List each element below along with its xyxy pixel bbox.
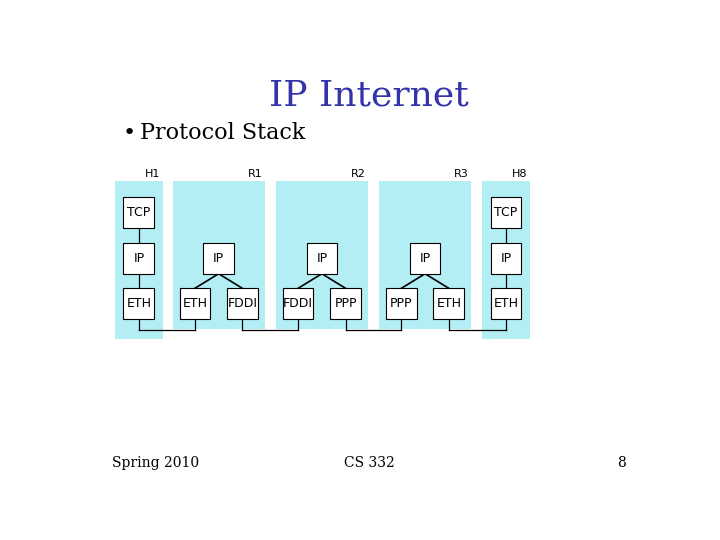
FancyBboxPatch shape	[330, 288, 361, 320]
Text: Spring 2010: Spring 2010	[112, 456, 199, 470]
FancyBboxPatch shape	[490, 197, 521, 228]
Text: PPP: PPP	[334, 298, 357, 310]
FancyBboxPatch shape	[307, 242, 337, 274]
Text: H1: H1	[145, 169, 161, 179]
Text: TCP: TCP	[495, 206, 518, 219]
Text: IP: IP	[420, 252, 431, 265]
FancyBboxPatch shape	[173, 181, 265, 329]
Text: IP: IP	[316, 252, 328, 265]
Text: ETH: ETH	[493, 298, 518, 310]
Text: R1: R1	[248, 169, 262, 179]
FancyBboxPatch shape	[490, 288, 521, 320]
Text: CS 332: CS 332	[343, 456, 395, 470]
FancyBboxPatch shape	[227, 288, 258, 320]
FancyBboxPatch shape	[283, 288, 313, 320]
FancyBboxPatch shape	[410, 242, 441, 274]
Text: FDDI: FDDI	[228, 298, 257, 310]
FancyBboxPatch shape	[386, 288, 417, 320]
FancyBboxPatch shape	[490, 242, 521, 274]
FancyBboxPatch shape	[179, 288, 210, 320]
Text: ETH: ETH	[436, 298, 462, 310]
Text: Protocol Stack: Protocol Stack	[140, 123, 305, 144]
Text: ETH: ETH	[182, 298, 207, 310]
FancyBboxPatch shape	[379, 181, 471, 329]
Text: IP Internet: IP Internet	[269, 79, 469, 113]
Text: TCP: TCP	[127, 206, 150, 219]
FancyBboxPatch shape	[276, 181, 368, 329]
FancyBboxPatch shape	[203, 242, 234, 274]
FancyBboxPatch shape	[115, 181, 163, 339]
FancyBboxPatch shape	[124, 242, 154, 274]
Text: H8: H8	[512, 169, 528, 179]
Text: ETH: ETH	[126, 298, 151, 310]
Text: 8: 8	[617, 456, 626, 470]
Text: R3: R3	[454, 169, 469, 179]
Text: R2: R2	[351, 169, 366, 179]
Text: IP: IP	[500, 252, 511, 265]
FancyBboxPatch shape	[433, 288, 464, 320]
Text: IP: IP	[133, 252, 145, 265]
Text: IP: IP	[213, 252, 224, 265]
FancyBboxPatch shape	[124, 288, 154, 320]
Text: FDDI: FDDI	[283, 298, 313, 310]
Text: PPP: PPP	[390, 298, 413, 310]
Text: •: •	[122, 124, 135, 144]
FancyBboxPatch shape	[124, 197, 154, 228]
FancyBboxPatch shape	[482, 181, 530, 339]
